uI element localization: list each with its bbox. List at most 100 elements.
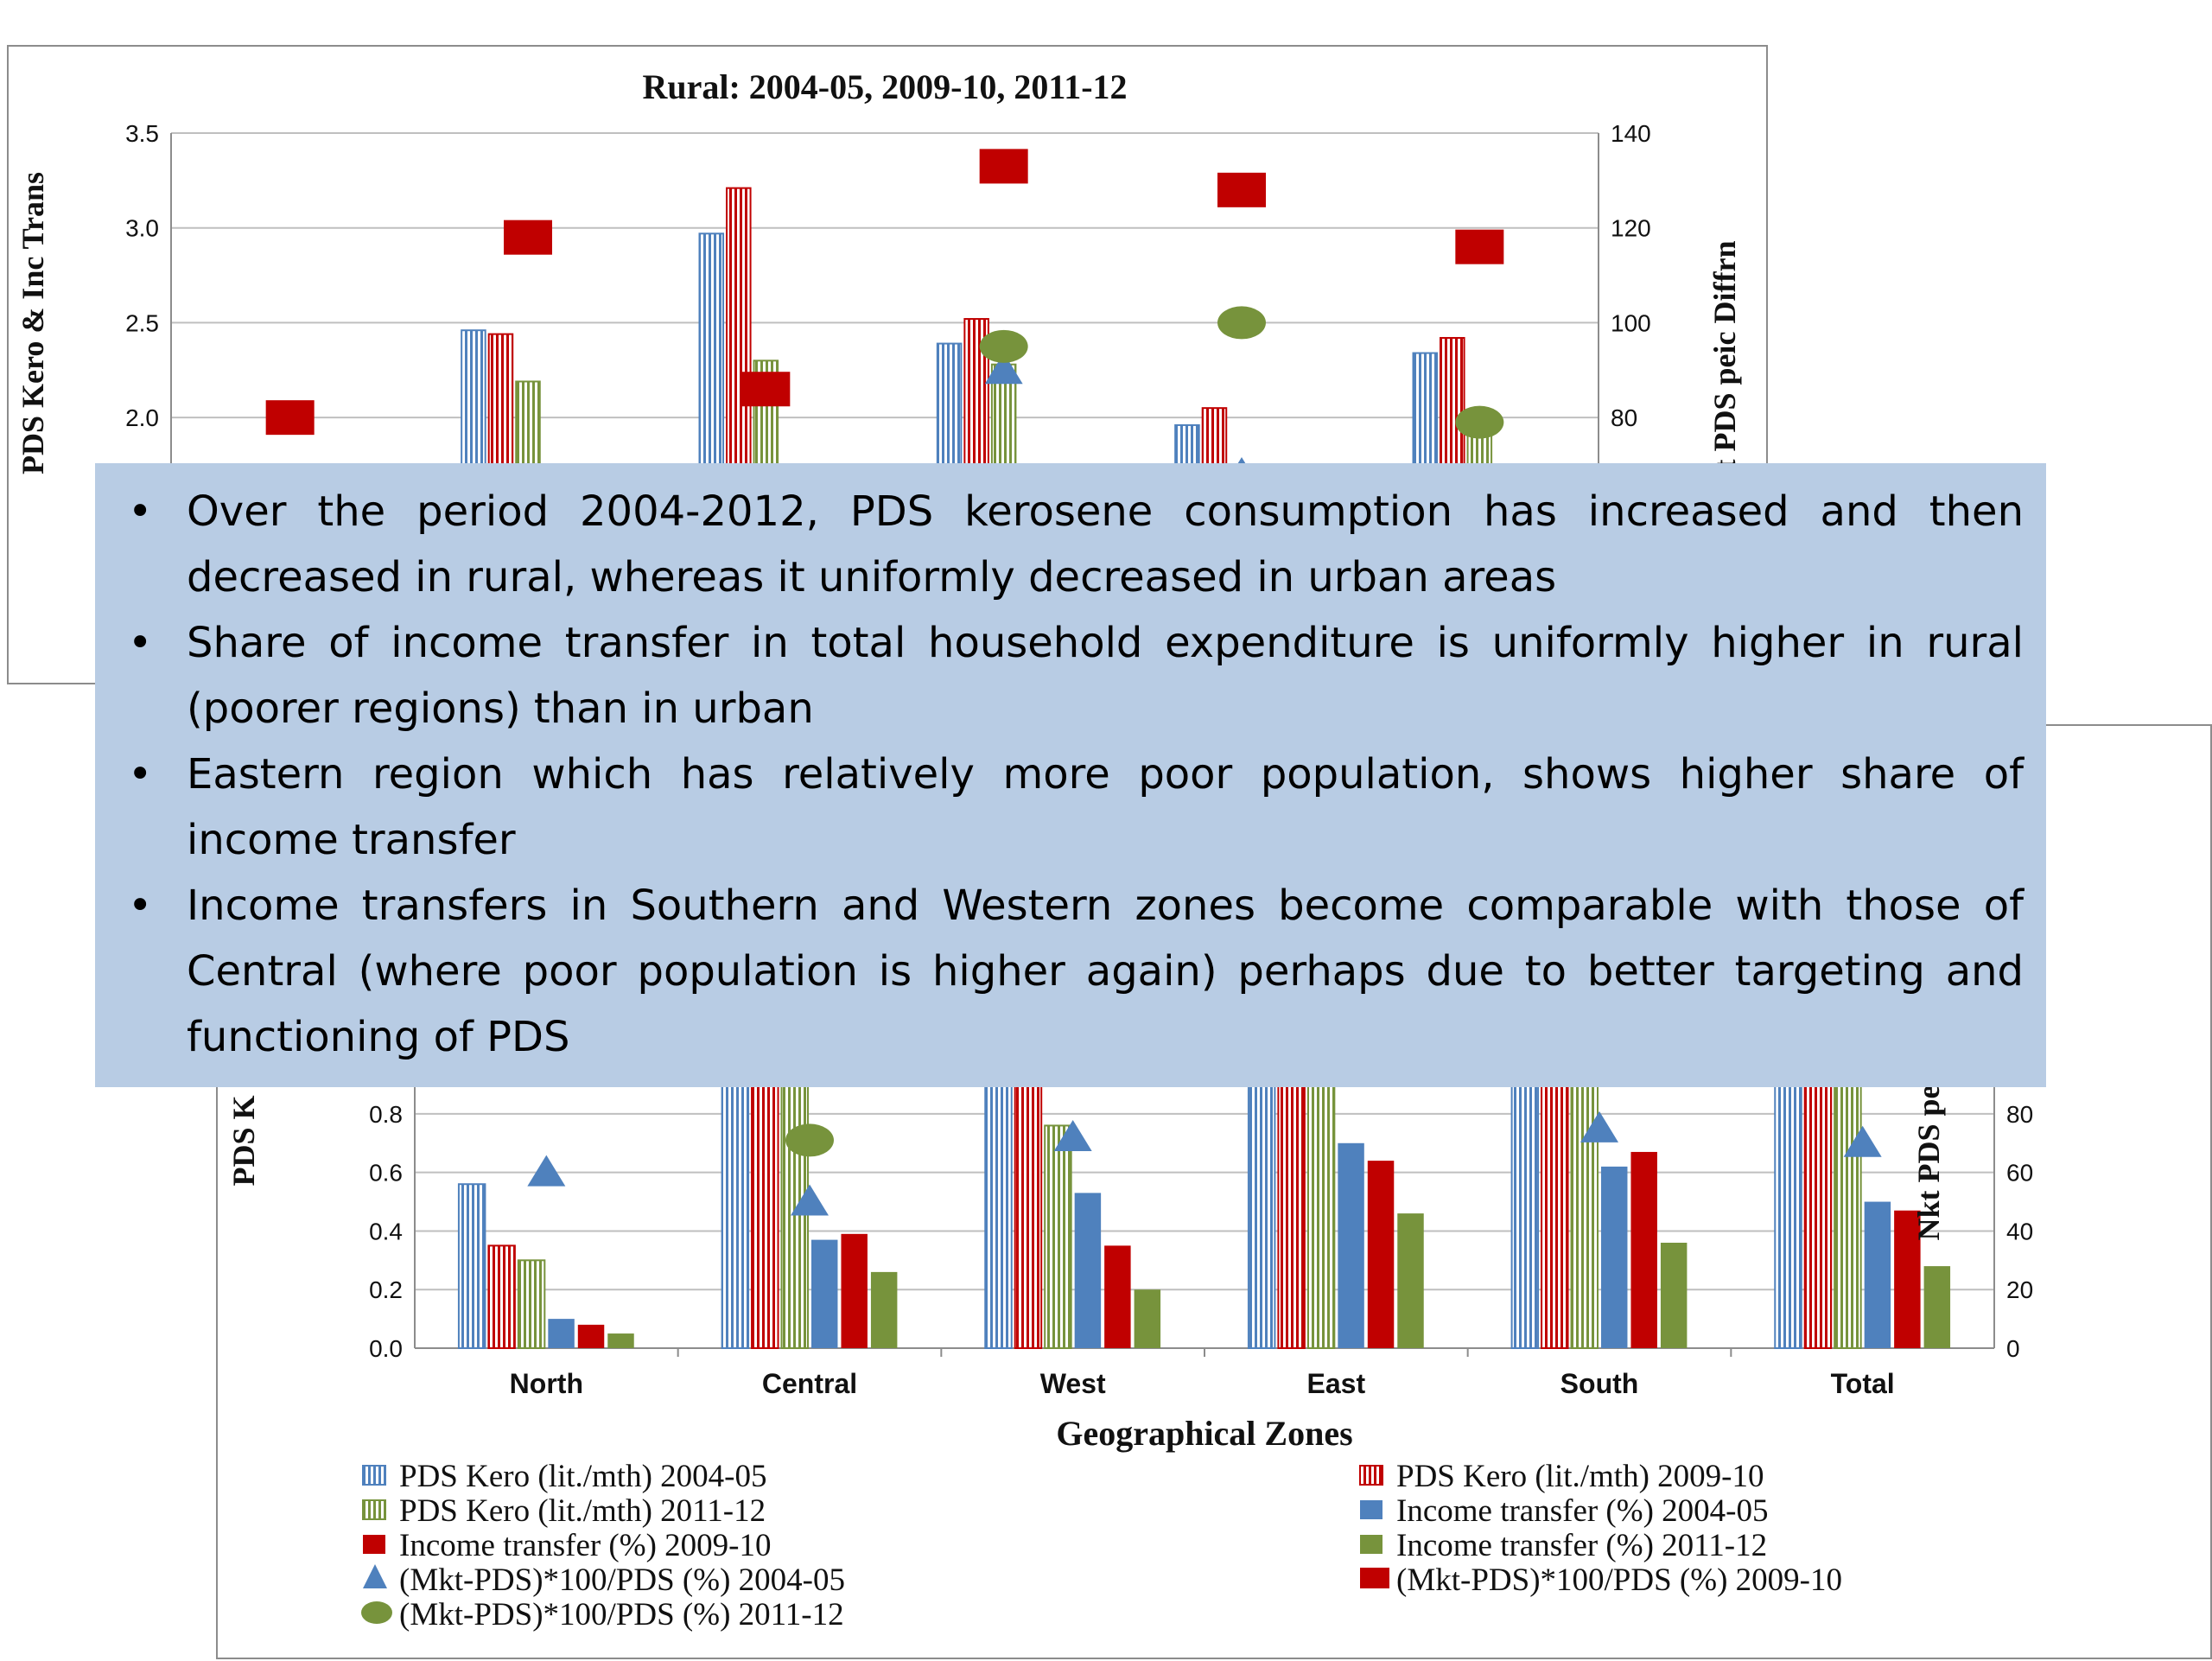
bullet-mark: •	[128, 881, 153, 930]
y-axis-label: PDS K	[226, 1095, 261, 1186]
y2-tick-label: 60	[2006, 1160, 2033, 1187]
category-label: Total	[1831, 1368, 1895, 1399]
marker-square	[265, 400, 315, 436]
category-label: West	[1040, 1368, 1106, 1399]
bar	[1834, 1069, 1862, 1349]
y2-tick-label: 140	[1611, 120, 1651, 147]
bar	[1864, 1201, 1891, 1348]
marker-triangle	[791, 1184, 829, 1216]
bar	[811, 1239, 838, 1348]
y-tick-label: 0.2	[369, 1276, 403, 1303]
marker-circle	[785, 1123, 834, 1157]
bar	[1397, 1213, 1424, 1348]
legend-swatch	[362, 1499, 386, 1520]
finding-text: Over the period 2004-2012, PDS kerosene …	[187, 487, 2024, 601]
legend-label: Income transfer (%) 2009-10	[399, 1528, 771, 1563]
marker-triangle	[527, 1155, 566, 1187]
category-label: Central	[762, 1368, 857, 1399]
marker-triangle	[1843, 1125, 1882, 1157]
legend-item: Income transfer (%) 2009-10	[363, 1528, 771, 1563]
bar	[1104, 1245, 1131, 1348]
marker-circle	[1455, 405, 1504, 439]
y-tick-label: 3.5	[125, 120, 159, 147]
legend-item: (Mkt-PDS)*100/PDS (%) 2004-05	[363, 1562, 845, 1598]
legend-item: (Mkt-PDS)*100/PDS (%) 2009-10	[1360, 1562, 1842, 1598]
y-tick-label: 0.4	[369, 1218, 403, 1244]
finding-item: • Over the period 2004-2012, PDS kerosene…	[118, 479, 2024, 610]
category-label: South	[1560, 1368, 1639, 1399]
bar	[1923, 1266, 1951, 1348]
bullet-mark: •	[128, 487, 153, 536]
chart-title: Rural: 2004-05, 2009-10, 2011-12	[642, 67, 1127, 106]
marker-square	[741, 372, 791, 407]
bar	[1044, 1124, 1072, 1349]
marker-square	[504, 220, 552, 255]
y-tick-label: 0.0	[369, 1335, 403, 1362]
y2-tick-label: 20	[2006, 1276, 2033, 1303]
marker-triangle	[984, 353, 1023, 385]
legend-label: Income transfer (%) 2004-05	[1396, 1493, 1768, 1529]
legend-item: PDS Kero (lit./mth) 2009-10	[1359, 1459, 1764, 1494]
bar	[487, 1244, 516, 1350]
legend-item: (Mkt-PDS)*100/PDS (%) 2011-12	[361, 1597, 844, 1632]
legend-swatch	[1360, 1568, 1389, 1588]
legend-swatch	[1359, 1465, 1383, 1486]
marker-square	[979, 149, 1028, 184]
marker-circle	[979, 329, 1028, 363]
bar	[1660, 1243, 1688, 1348]
bar	[1601, 1166, 1628, 1348]
bar	[1134, 1289, 1161, 1348]
legend-swatch	[363, 1564, 387, 1588]
legend-item: PDS Kero (lit./mth) 2011-12	[362, 1493, 766, 1529]
y-tick-label: 0.8	[369, 1101, 403, 1128]
bar	[517, 1259, 546, 1349]
y2-tick-label: 40	[2006, 1218, 2033, 1244]
legend-swatch	[1360, 1500, 1382, 1519]
bullet-mark: •	[128, 619, 153, 667]
marker-square	[1455, 229, 1504, 264]
marker-triangle	[1053, 1120, 1092, 1151]
finding-text: Income transfers in Southern and Western…	[187, 881, 2024, 1061]
finding-text: Eastern region which has relatively more…	[187, 750, 2024, 864]
legend-label: PDS Kero (lit./mth) 2009-10	[1396, 1459, 1764, 1494]
y2-tick-label: 120	[1611, 215, 1651, 242]
y2-tick-label: 0	[2006, 1335, 2020, 1362]
bar	[1074, 1193, 1102, 1348]
legend-item: PDS Kero (lit./mth) 2004-05	[362, 1459, 766, 1494]
bar	[548, 1319, 575, 1348]
bar	[841, 1233, 868, 1348]
bar	[457, 1183, 486, 1349]
bar	[1338, 1142, 1364, 1348]
finding-item: • Eastern region which has relatively mor…	[118, 741, 2024, 873]
legend-label: PDS Kero (lit./mth) 2011-12	[399, 1493, 766, 1529]
legend-label: (Mkt-PDS)*100/PDS (%) 2004-05	[399, 1562, 845, 1598]
x-axis-label: Geographical Zones	[1056, 1414, 1352, 1453]
legend-label: (Mkt-PDS)*100/PDS (%) 2011-12	[399, 1597, 844, 1632]
legend-label: (Mkt-PDS)*100/PDS (%) 2009-10	[1396, 1562, 1842, 1598]
category-label: East	[1307, 1368, 1366, 1399]
finding-item: • Income transfers in Southern and Wester…	[118, 873, 2024, 1070]
bar	[870, 1271, 898, 1348]
bar	[607, 1333, 634, 1348]
y-tick-label: 2.0	[125, 404, 159, 431]
bullet-mark: •	[128, 750, 153, 799]
bar	[1630, 1151, 1657, 1348]
findings-list: • Over the period 2004-2012, PDS kerosene…	[118, 479, 2024, 1070]
y-axis-label: PDS Kero & Inc Trans	[16, 172, 50, 474]
bar	[1570, 1074, 1599, 1349]
legend-item: Income transfer (%) 2011-12	[1360, 1528, 1767, 1563]
y2-tick-label: 80	[1611, 404, 1637, 431]
marker-triangle	[1580, 1111, 1618, 1142]
legend-swatch	[361, 1601, 392, 1624]
legend-swatch	[363, 1535, 385, 1554]
bar	[1894, 1210, 1921, 1348]
bar	[577, 1324, 605, 1348]
findings-text-box: • Over the period 2004-2012, PDS kerosene…	[95, 463, 2046, 1087]
legend-swatch	[1360, 1535, 1382, 1554]
marker-circle	[1217, 306, 1266, 340]
bar	[1367, 1161, 1395, 1348]
y-tick-label: 3.0	[125, 215, 159, 242]
legend-label: Income transfer (%) 2011-12	[1396, 1528, 1767, 1563]
finding-item: • Share of income transfer in total house…	[118, 610, 2024, 741]
y-tick-label: 2.5	[125, 309, 159, 336]
